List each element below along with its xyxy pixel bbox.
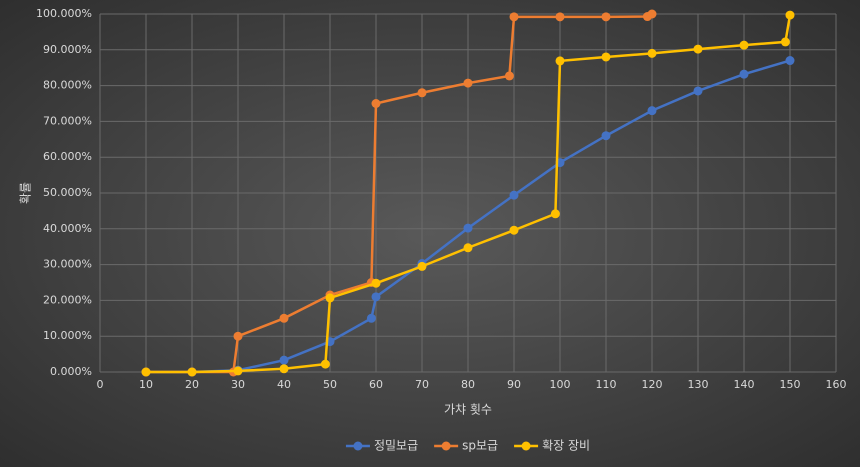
- y-tick-label: 50.000%: [43, 186, 92, 199]
- x-tick-label: 160: [826, 378, 847, 391]
- data-point: [647, 9, 657, 19]
- data-point: [187, 367, 197, 377]
- data-point: [509, 225, 519, 235]
- data-point: [555, 12, 565, 22]
- legend-label: 정밀보급: [374, 439, 418, 453]
- series-line: [146, 12, 653, 374]
- x-tick-label: 50: [323, 378, 337, 391]
- legend-swatch: [521, 441, 531, 451]
- y-tick-label: 30.000%: [43, 258, 92, 271]
- data-point: [320, 359, 330, 369]
- data-point: [279, 355, 289, 365]
- y-tick-label: 80.000%: [43, 79, 92, 92]
- data-point: [279, 364, 289, 374]
- data-point: [233, 331, 243, 341]
- data-point: [693, 44, 703, 54]
- legend-swatch: [353, 441, 363, 451]
- x-tick-label: 40: [277, 378, 291, 391]
- data-point: [371, 278, 381, 288]
- y-tick-label: 20.000%: [43, 293, 92, 306]
- data-point: [693, 86, 703, 96]
- data-point: [463, 78, 473, 88]
- legend-item: 확장 장비: [514, 439, 590, 453]
- x-tick-label: 80: [461, 378, 475, 391]
- data-point: [509, 190, 519, 200]
- data-point: [463, 223, 473, 233]
- y-tick-label: 70.000%: [43, 114, 92, 127]
- legend: 정밀보급 sp보급 확장 장비: [345, 439, 590, 453]
- y-axis-label: 확률: [19, 182, 33, 204]
- data-point: [785, 56, 795, 66]
- x-tick-label: 110: [596, 378, 617, 391]
- data-point: [504, 71, 514, 81]
- legend-item: 정밀보급: [345, 439, 418, 453]
- x-tick-label: 120: [642, 378, 663, 391]
- data-point: [325, 293, 335, 303]
- legend-label: sp보급: [462, 439, 498, 453]
- x-tick-label: 140: [734, 378, 755, 391]
- data-point: [739, 40, 749, 50]
- data-point: [550, 209, 560, 219]
- data-point: [601, 52, 611, 62]
- data-point: [463, 243, 473, 253]
- x-tick-label: 0: [97, 378, 104, 391]
- data-point: [371, 99, 381, 108]
- y-tick-label: 0.000%: [50, 365, 92, 378]
- x-tick-label: 10: [139, 378, 153, 391]
- data-point: [780, 37, 790, 47]
- data-point: [371, 292, 381, 302]
- series-line: [146, 14, 792, 374]
- x-tick-label: 130: [688, 378, 709, 391]
- data-point: [141, 367, 151, 377]
- y-tick-label: 40.000%: [43, 222, 92, 235]
- legend-label: 확장 장비: [542, 439, 590, 453]
- legend-item: sp보급: [434, 439, 498, 453]
- x-tick-label: 60: [369, 378, 383, 391]
- x-tick-label: 150: [780, 378, 801, 391]
- legend-swatch: [441, 441, 451, 451]
- data-point: [555, 56, 565, 66]
- series-line: [146, 59, 791, 374]
- data-point: [417, 88, 427, 98]
- x-tick-label: 30: [231, 378, 245, 391]
- data-point: [279, 313, 289, 323]
- y-tick-label: 10.000%: [43, 329, 92, 342]
- data-point: [739, 69, 749, 79]
- data-point: [417, 261, 427, 271]
- y-tick-label: 100.000%: [36, 7, 92, 20]
- x-tick-label: 100: [550, 378, 571, 391]
- x-tick-label: 20: [185, 378, 199, 391]
- data-point: [601, 12, 611, 22]
- data-point: [785, 10, 795, 20]
- data-point: [233, 366, 243, 376]
- data-point: [647, 48, 657, 58]
- x-tick-label: 70: [415, 378, 429, 391]
- data-point: [509, 12, 519, 22]
- y-tick-label: 90.000%: [43, 43, 92, 56]
- x-tick-label: 90: [507, 378, 521, 391]
- x-axis-label: 가챠 횟수: [444, 403, 492, 417]
- data-point: [366, 313, 376, 323]
- data-point: [601, 131, 611, 141]
- y-tick-label: 60.000%: [43, 150, 92, 163]
- data-point: [647, 106, 657, 116]
